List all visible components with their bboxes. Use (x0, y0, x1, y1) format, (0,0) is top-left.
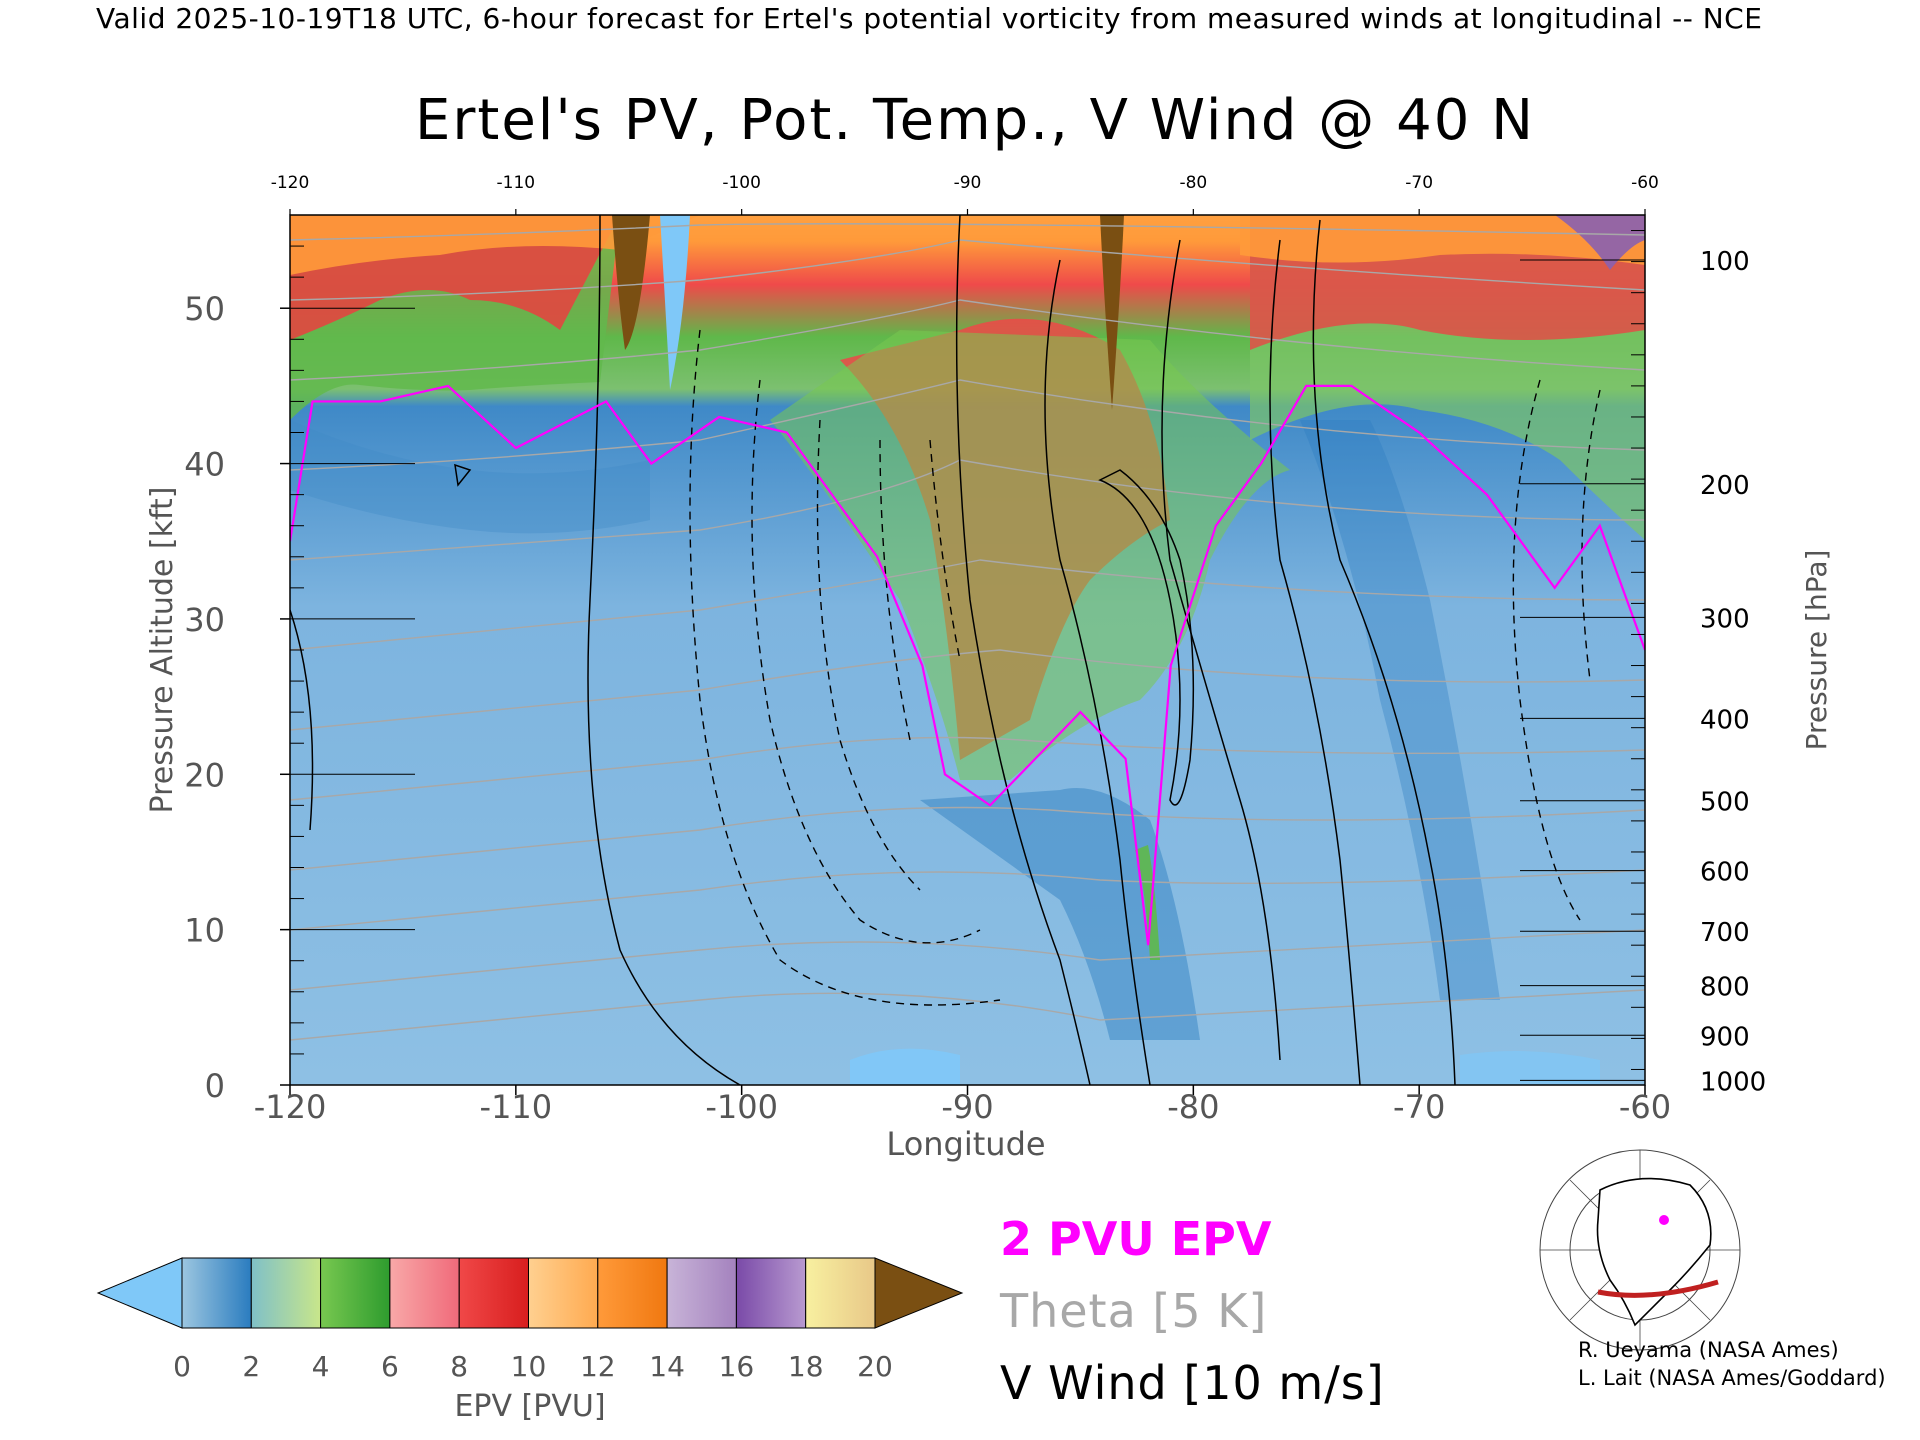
y-tick-label: 10 (184, 912, 225, 950)
colorbar-tick-label: 18 (788, 1350, 824, 1383)
v-wind-negative-contours (689, 329, 1601, 1006)
y-tick-label: 30 (184, 601, 225, 639)
pressure-tick-label: 1000 (1700, 1067, 1766, 1097)
x-top-tick-label: -100 (722, 173, 761, 193)
pressure-tick-label: 600 (1700, 858, 1750, 888)
pressure-tick-label: 800 (1700, 973, 1750, 1003)
x-tick-label: -80 (1167, 1088, 1219, 1126)
x-top-tick-label: -120 (271, 173, 310, 193)
colorbar-segment (805, 1257, 876, 1329)
pv2-tropopause-line (290, 384, 1645, 946)
inset-map-marker (1659, 1215, 1669, 1225)
x-tick-label: -90 (941, 1088, 993, 1126)
x-top-tick-label: -110 (497, 173, 536, 193)
x-axis-top: -120 -110 -100 -90 -80 -70 -60 (271, 173, 1659, 215)
pressure-tick-label: 200 (1700, 471, 1750, 501)
epv-purple-east (1555, 215, 1645, 270)
pressure-tick-label: 400 (1700, 705, 1750, 735)
colorbar-segment (250, 1257, 322, 1329)
epv-dark-blue-core (920, 788, 1200, 1040)
pressure-tick-label: 700 (1700, 918, 1750, 948)
x-tick-label: -100 (705, 1088, 778, 1126)
colorbar-segment (528, 1257, 599, 1329)
x-top-tick-label: -90 (954, 173, 982, 193)
epv-surface-light-blue-2 (1460, 1051, 1600, 1085)
pressure-tick-label: 100 (1700, 247, 1750, 277)
colorbar-segment (389, 1257, 460, 1329)
inset-map-landmass (1596, 1177, 1712, 1327)
epv-green-streak (1135, 845, 1160, 960)
colorbar-segment (735, 1257, 807, 1329)
credit-line-2: L. Lait (NASA Ames/Goddard) (1578, 1366, 1886, 1390)
v-wind-contours (290, 215, 1456, 1085)
colorbar-under-arrow (96, 1257, 183, 1329)
legend-2pvu-epv: 2 PVU EPV (1000, 1212, 1272, 1266)
colorbar-tick-label: 6 (381, 1350, 399, 1383)
x-top-tick-label: -60 (1631, 173, 1659, 193)
x-axis-bottom: -120 -110 -100 -90 -80 -70 -60 (254, 1085, 1671, 1126)
x-tick-label: -110 (480, 1088, 553, 1126)
legend-theta: Theta [5 K] (1000, 1284, 1268, 1338)
y-tick-label: 20 (184, 756, 225, 794)
pressure-tick-label: 300 (1700, 604, 1750, 634)
colorbar: 0 2 4 6 8 10 12 14 16 18 20 (96, 1257, 964, 1383)
valid-time-header: Valid 2025-10-19T18 UTC, 6-hour forecast… (96, 2, 1763, 35)
epv-dark-blue-east (1300, 420, 1500, 1000)
colorbar-tick-label: 0 (173, 1350, 191, 1383)
chart-title: Ertel's PV, Pot. Temp., V Wind @ 40 N (414, 88, 1536, 153)
x-axis-label: Longitude (886, 1125, 1045, 1163)
pressure-tick-label: 500 (1700, 788, 1750, 818)
colorbar-segment (597, 1257, 668, 1329)
epv-orange-east (1240, 215, 1645, 265)
pressure-tick-label: 900 (1700, 1022, 1750, 1052)
inset-map (1539, 1149, 1741, 1351)
colorbar-label: EPV [PVU] (454, 1389, 605, 1424)
epv-dark-blue-band (290, 420, 650, 534)
legend-v-wind: V Wind [10 m/s] (1000, 1356, 1385, 1410)
colorbar-segment (320, 1257, 391, 1329)
epv-brown-tongue-1 (612, 215, 650, 350)
colorbar-tick-label: 16 (719, 1350, 755, 1383)
x-tick-label: -70 (1393, 1088, 1445, 1126)
y-tick-label: 0 (205, 1067, 225, 1105)
colorbar-tick-label: 12 (580, 1350, 616, 1383)
y-tick-label: 50 (184, 290, 225, 328)
credit-line-1: R. Ueyama (NASA Ames) (1578, 1338, 1839, 1362)
colorbar-tick-label: 10 (511, 1350, 547, 1383)
colorbar-tick-label: 14 (649, 1350, 685, 1383)
colorbar-tick-label: 4 (312, 1350, 330, 1383)
y-axis-label-right: Pressure [hPa] (1800, 550, 1833, 751)
y-axis-left: 0 10 20 30 40 50 (184, 214, 415, 1105)
colorbar-tick-label: 8 (450, 1350, 468, 1383)
colorbar-over-arrow (874, 1257, 964, 1329)
epv-light-blue-intrusion (660, 215, 690, 390)
x-tick-label: -120 (254, 1088, 327, 1126)
colorbar-tick-label: 2 (242, 1350, 260, 1383)
x-top-tick-label: -80 (1179, 173, 1207, 193)
x-tick-label: -60 (1619, 1088, 1671, 1126)
y-axis-label-left: Pressure Altitude [kft] (145, 487, 180, 814)
inset-map-section-line (1597, 1279, 1719, 1298)
y-tick-label: 40 (184, 446, 225, 484)
colorbar-segment (181, 1257, 252, 1329)
y-axis-right: 1000 900 800 700 600 500 400 300 200 100 (1520, 230, 1766, 1097)
colorbar-tick-label: 20 (857, 1350, 893, 1383)
plot-area (290, 215, 1645, 1085)
colorbar-segment (666, 1257, 737, 1329)
epv-surface-light-blue (850, 1048, 960, 1085)
colorbar-segment (458, 1257, 530, 1329)
x-top-tick-label: -70 (1405, 173, 1433, 193)
epv-brown-tongue-2 (1100, 215, 1124, 410)
